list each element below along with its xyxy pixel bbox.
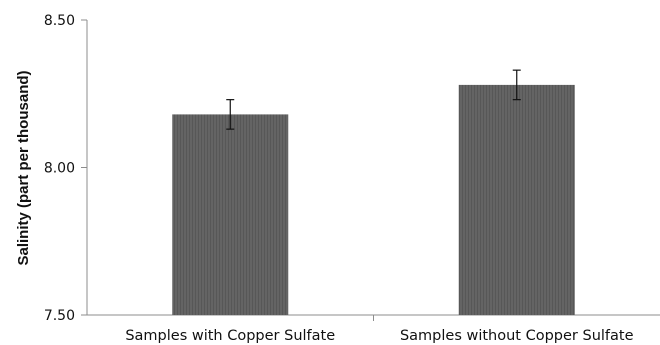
x-category-label: Samples without Copper Sulfate: [400, 328, 634, 344]
x-category-label: Samples with Copper Sulfate: [125, 328, 335, 344]
bar: [458, 84, 575, 316]
y-tick-label: 7.50: [44, 308, 75, 324]
y-axis-title: Salinity (part per thousand): [15, 70, 32, 265]
plot-area: 7.50 8.00 8.50 Samples with Copper Sulfate S…: [44, 13, 660, 344]
y-tick-label: 8.50: [44, 13, 75, 29]
bar: [172, 114, 289, 316]
y-tick-label: 8.00: [44, 161, 75, 177]
